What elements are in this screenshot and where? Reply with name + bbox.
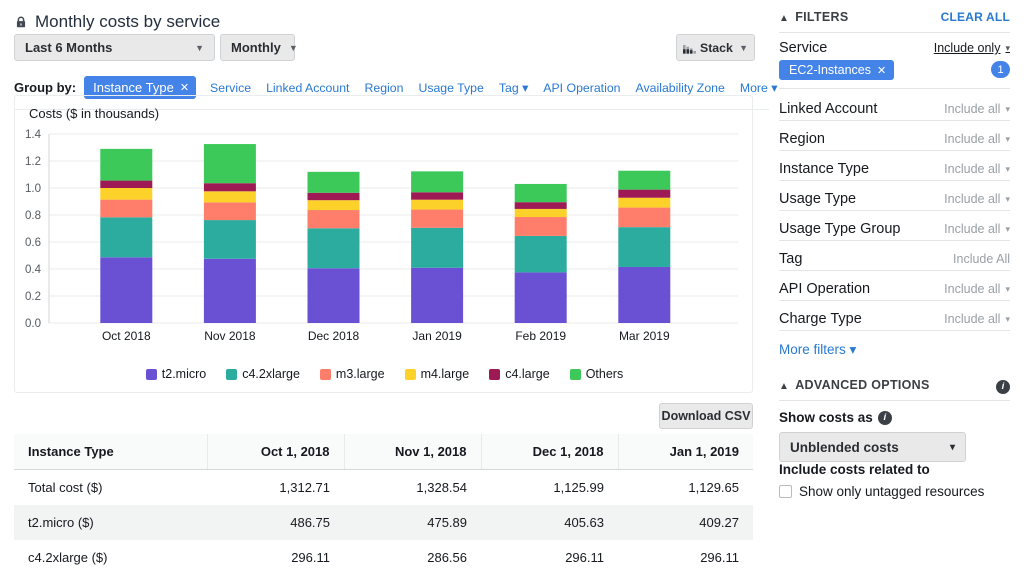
svg-text:Dec 2018: Dec 2018 bbox=[308, 329, 360, 343]
svg-text:Jan 2019: Jan 2019 bbox=[412, 329, 462, 343]
svg-text:0.2: 0.2 bbox=[25, 291, 41, 303]
svg-text:Mar 2019: Mar 2019 bbox=[619, 329, 670, 343]
svg-text:0.6: 0.6 bbox=[25, 237, 41, 249]
svg-text:0.8: 0.8 bbox=[25, 210, 41, 222]
svg-text:Oct 2018: Oct 2018 bbox=[102, 329, 151, 343]
svg-text:0.0: 0.0 bbox=[25, 318, 41, 330]
svg-text:1.0: 1.0 bbox=[25, 183, 41, 195]
svg-text:1.2: 1.2 bbox=[25, 156, 41, 168]
svg-text:Feb 2019: Feb 2019 bbox=[515, 329, 566, 343]
svg-text:Nov 2018: Nov 2018 bbox=[204, 329, 256, 343]
svg-text:1.4: 1.4 bbox=[25, 129, 42, 141]
svg-text:0.4: 0.4 bbox=[25, 264, 42, 276]
